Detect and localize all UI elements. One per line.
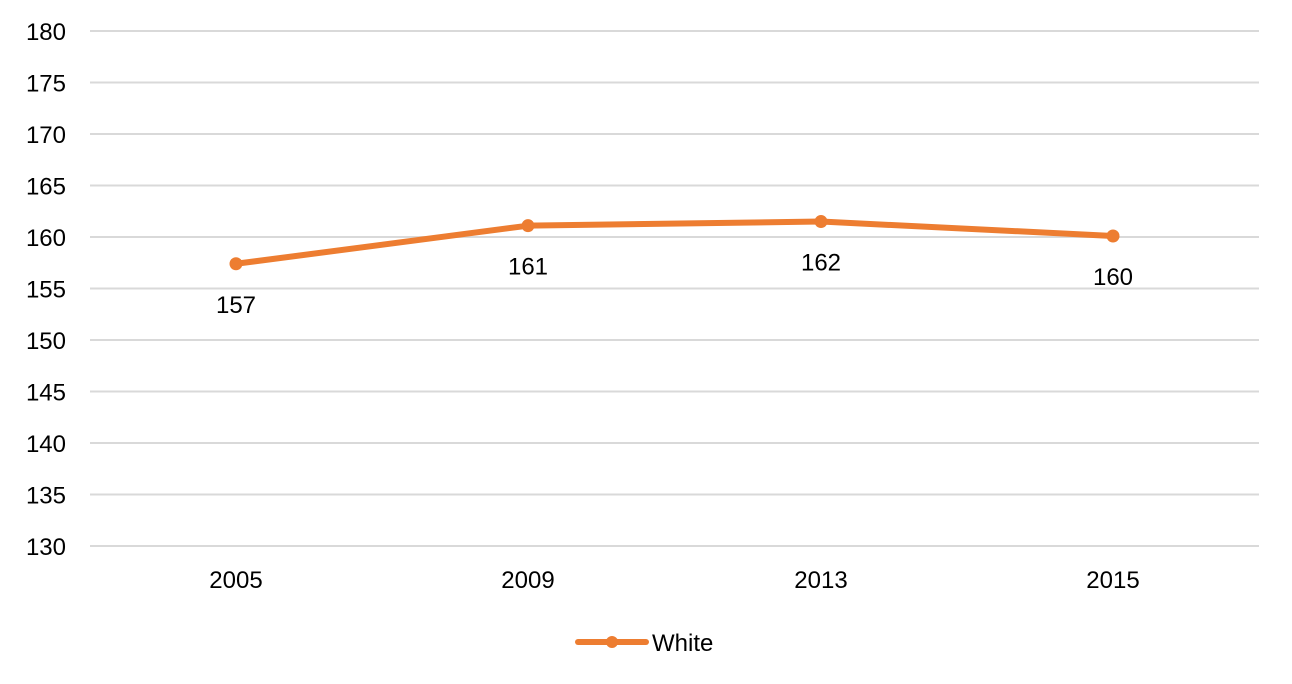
data-point-2009 — [521, 219, 535, 233]
y-tick-label-150: 150 — [26, 328, 66, 355]
y-tick-label-155: 155 — [26, 277, 66, 304]
x-axis-tick-labels: 2005 2009 2013 2015 — [209, 567, 1139, 594]
x-tick-label-2009: 2009 — [501, 567, 554, 594]
data-point-2013 — [814, 215, 828, 229]
y-tick-label-165: 165 — [26, 174, 66, 201]
legend-entry-white: White — [652, 630, 713, 657]
data-point-2015 — [1106, 229, 1120, 243]
data-label-2013: 162 — [801, 250, 841, 277]
y-tick-label-140: 140 — [26, 431, 66, 458]
gridlines — [90, 30, 1259, 547]
y-tick-label-160: 160 — [26, 225, 66, 252]
y-tick-label-180: 180 — [26, 19, 66, 46]
series-line-white — [233, 218, 1116, 267]
y-tick-label-135: 135 — [26, 483, 66, 510]
data-label-2009: 161 — [508, 254, 548, 281]
series-group — [229, 215, 1120, 271]
y-tick-label-130: 130 — [26, 534, 66, 561]
legend-point-marker — [606, 636, 618, 648]
y-tick-label-145: 145 — [26, 380, 66, 407]
y-tick-label-170: 170 — [26, 122, 66, 149]
legend: White — [575, 630, 713, 657]
data-label-2015: 160 — [1093, 264, 1133, 291]
data-point-2005 — [229, 257, 243, 271]
x-tick-label-2005: 2005 — [209, 567, 262, 594]
y-tick-label-175: 175 — [26, 71, 66, 98]
x-tick-label-2013: 2013 — [794, 567, 847, 594]
x-tick-label-2015: 2015 — [1086, 567, 1139, 594]
y-axis-tick-labels: 130 135 140 145 150 155 160 165 170 175 180 — [26, 19, 66, 561]
data-labels: 157 161 162 160 — [216, 250, 1133, 319]
data-label-2005: 157 — [216, 292, 256, 319]
